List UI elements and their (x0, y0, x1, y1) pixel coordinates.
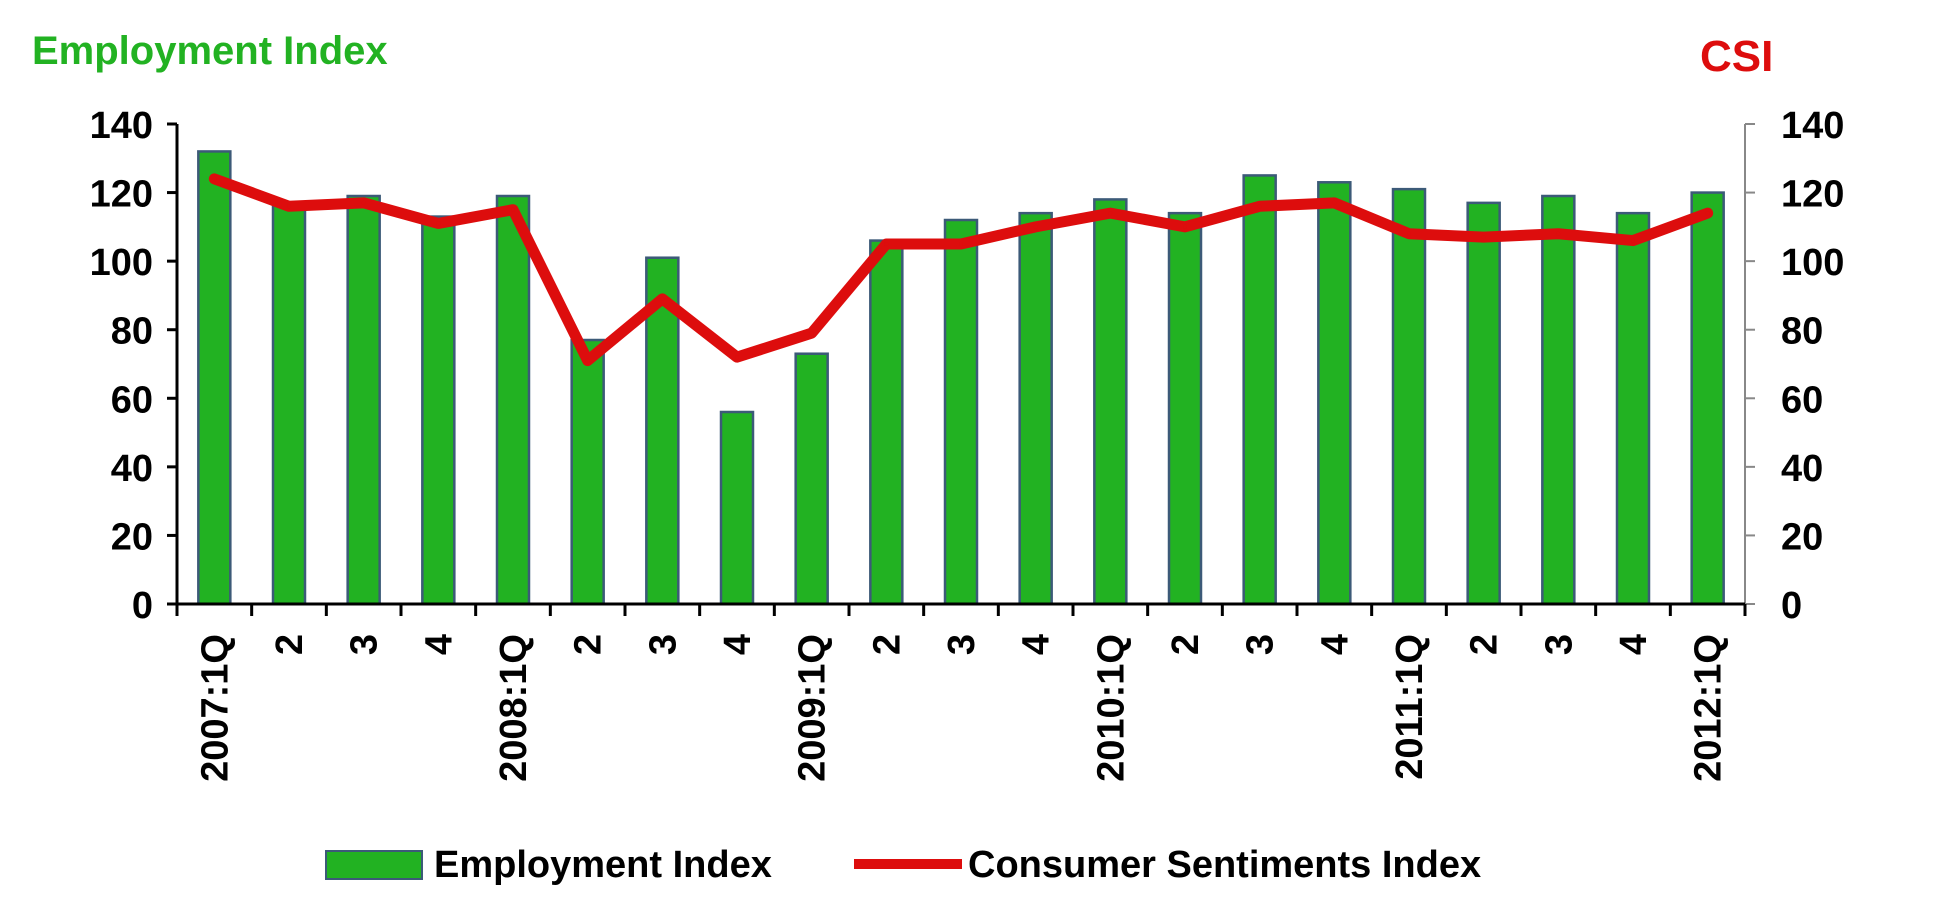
x-tick-label-3: 4 (418, 634, 460, 655)
x-tick-label-18: 3 (1538, 634, 1580, 655)
point-csi-4 (511, 207, 515, 212)
x-tick-label-9: 2 (866, 634, 908, 655)
bar-employment-17 (1466, 201, 1501, 606)
x-tick-label-14: 3 (1240, 634, 1282, 655)
bar-employment-11 (1018, 211, 1053, 606)
point-csi-1 (287, 204, 291, 209)
bar-employment-19 (1615, 211, 1651, 606)
x-tick-label-5: 2 (568, 634, 610, 655)
point-csi-6 (660, 296, 665, 301)
left-tick-label-2: 40 (111, 448, 153, 490)
left-tick-label-5: 100 (90, 242, 153, 284)
point-csi-5 (585, 358, 590, 363)
legend-label-employment: Employment Index (434, 844, 772, 886)
point-csi-8 (809, 331, 814, 336)
bar-employment-10 (943, 218, 979, 606)
legend-label-csi: Consumer Sentiments Index (968, 844, 1481, 886)
left-tick-label-1: 20 (111, 516, 153, 558)
right-tick-label-4: 80 (1781, 311, 1823, 353)
bar-employment-0 (197, 150, 232, 606)
point-csi-18 (1556, 231, 1561, 236)
legend: Employment Index Consumer Sentiments Ind… (325, 844, 1481, 886)
point-csi-10 (959, 242, 963, 246)
point-csi-14 (1257, 204, 1262, 209)
x-tick-label-12: 2010:1Q (1090, 634, 1132, 782)
x-tick-label-20: 2012:1Q (1688, 634, 1730, 782)
left-tick-label-0: 0 (132, 585, 153, 627)
x-tick-label-10: 3 (941, 634, 983, 655)
plot-area: 0 0 20 20 40 40 60 60 80 80 100 100 120 120 140 140 2007… (90, 105, 1845, 782)
point-csi-17 (1481, 235, 1486, 240)
x-tick-label-8: 2009:1Q (792, 634, 834, 782)
bar-employment-5 (570, 338, 605, 606)
bar-employment-3 (421, 215, 456, 606)
bar-employment-16 (1391, 187, 1427, 606)
right-tick-label-0: 0 (1781, 585, 1802, 627)
bar-employment-13 (1167, 211, 1203, 606)
right-tick-label-2: 40 (1781, 448, 1823, 490)
point-csi-2 (361, 200, 366, 205)
x-tick-label-6: 3 (642, 634, 684, 655)
point-csi-20 (1705, 211, 1710, 216)
bar-employment-14 (1242, 174, 1277, 606)
point-csi-3 (436, 221, 441, 226)
left-axis-title: Employment Index (32, 29, 388, 73)
x-tick-label-15: 4 (1314, 634, 1356, 655)
point-csi-0 (212, 176, 217, 181)
right-tick-label-7: 140 (1781, 105, 1844, 147)
right-tick-label-6: 120 (1781, 174, 1844, 216)
x-tick-label-2: 3 (344, 634, 386, 655)
point-csi-11 (1033, 224, 1038, 229)
x-tick-label-1: 2 (269, 634, 311, 655)
point-csi-12 (1108, 211, 1113, 216)
x-tick-label-0: 2007:1Q (194, 634, 236, 782)
left-tick-label-7: 140 (90, 105, 153, 147)
bar-employment-1 (271, 201, 307, 606)
left-tick-label-4: 80 (111, 311, 153, 353)
bar-employment-15 (1317, 181, 1352, 606)
x-tick-label-7: 4 (717, 634, 759, 655)
point-csi-19 (1631, 238, 1635, 243)
x-tick-label-16: 2011:1Q (1389, 634, 1431, 780)
bar-employment-12 (1093, 198, 1128, 606)
x-tick-label-13: 2 (1165, 634, 1207, 655)
bar-employment-18 (1541, 194, 1576, 606)
x-tick-label-19: 4 (1613, 634, 1655, 655)
point-csi-13 (1183, 224, 1187, 229)
right-tick-label-3: 60 (1781, 379, 1823, 421)
right-tick-label-1: 20 (1781, 516, 1823, 558)
point-csi-9 (884, 242, 889, 246)
bar-employment-4 (495, 194, 531, 606)
right-tick-label-5: 100 (1781, 242, 1844, 284)
point-csi-15 (1332, 200, 1337, 205)
bar-employment-7 (719, 410, 755, 606)
left-tick-label-3: 60 (111, 379, 153, 421)
x-tick-label-11: 4 (1016, 634, 1058, 655)
bar-employment-2 (346, 194, 381, 606)
right-axis-title: CSI (1700, 32, 1773, 81)
legend-swatch-employment (325, 850, 423, 880)
x-tick-label-17: 2 (1464, 634, 1506, 655)
bar-employment-20 (1690, 191, 1725, 606)
bar-employment-9 (869, 239, 904, 606)
point-csi-7 (735, 355, 739, 360)
bar-employment-8 (794, 352, 829, 606)
left-tick-label-6: 120 (90, 174, 153, 216)
point-csi-16 (1407, 231, 1411, 236)
x-tick-label-4: 2008:1Q (493, 634, 535, 782)
